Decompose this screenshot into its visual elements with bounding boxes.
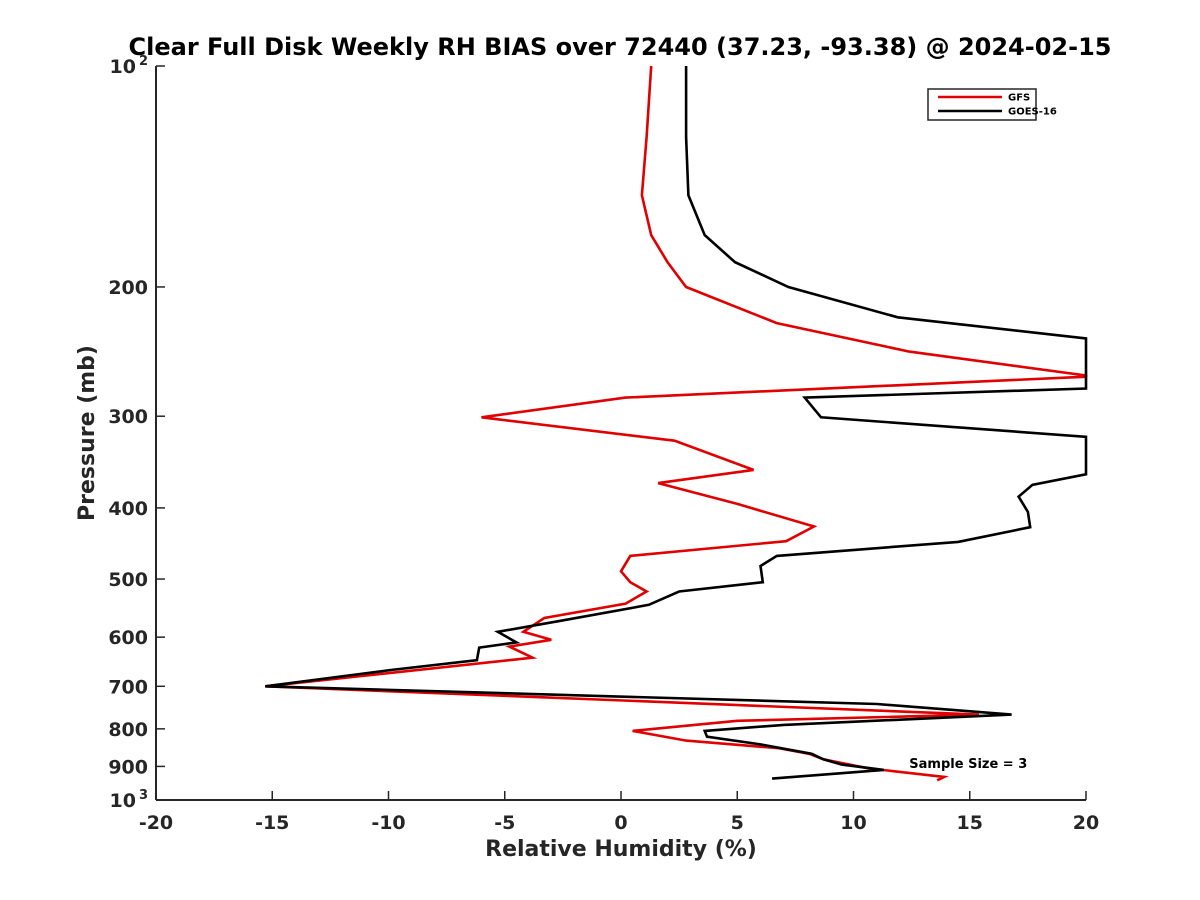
series-line-gfs bbox=[265, 65, 1088, 782]
y-tick-label: 400 bbox=[108, 498, 148, 520]
x-tick-label: 10 bbox=[840, 812, 866, 834]
y-tick-label: 10 bbox=[110, 790, 136, 812]
legend-label-gfs: GFS bbox=[1008, 93, 1030, 104]
y-tick-label: 10 bbox=[110, 56, 136, 78]
x-tick-label: 0 bbox=[614, 812, 627, 834]
y-tick-exponent: 2 bbox=[139, 54, 148, 69]
x-axis-label: Relative Humidity (%) bbox=[485, 837, 757, 862]
x-ticks: -20 -15 -10 -5 0 5 10 15 20 bbox=[139, 791, 1099, 834]
x-tick-label: -20 bbox=[139, 812, 173, 834]
x-tick-label: 15 bbox=[957, 812, 983, 834]
y-tick-label: 600 bbox=[108, 627, 148, 649]
legend: GFS GOES-16 bbox=[927, 88, 1057, 121]
plot-area: -20 -15 -10 -5 0 5 10 15 20 10 220030040050060070… bbox=[108, 54, 1099, 834]
chart-title: Clear Full Disk Weekly RH BIAS over 7244… bbox=[129, 33, 1112, 61]
y-tick-exponent: 3 bbox=[139, 788, 148, 803]
legend-label-goes-16: GOES-16 bbox=[1008, 107, 1057, 118]
sample-size-annotation: Sample Size = 3 bbox=[909, 757, 1027, 772]
series-layer bbox=[265, 65, 1088, 782]
y-tick-label: 700 bbox=[108, 676, 148, 698]
x-tick-label: 20 bbox=[1073, 812, 1099, 834]
x-tick-label: -15 bbox=[255, 812, 289, 834]
y-axis-label: Pressure (mb) bbox=[75, 345, 100, 521]
series-line-goes-16 bbox=[265, 66, 1088, 780]
y-tick-label: 300 bbox=[108, 406, 148, 428]
y-tick-label: 900 bbox=[108, 756, 148, 778]
y-tick-label: 200 bbox=[108, 277, 148, 299]
legend-box bbox=[927, 88, 1037, 121]
x-tick-label: -10 bbox=[371, 812, 405, 834]
x-tick-label: -5 bbox=[494, 812, 515, 834]
y-tick-label: 500 bbox=[108, 569, 148, 591]
y-tick-label: 800 bbox=[108, 719, 148, 741]
x-tick-label: 5 bbox=[731, 812, 744, 834]
